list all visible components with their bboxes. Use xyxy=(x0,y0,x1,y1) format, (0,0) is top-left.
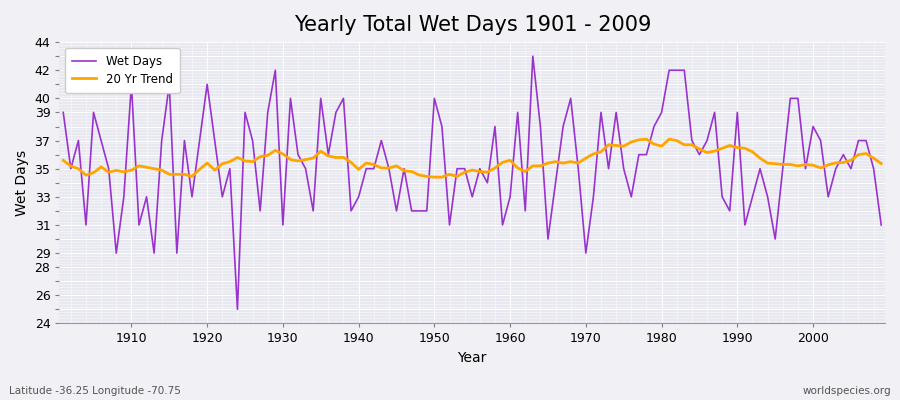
20 Yr Trend xyxy=(603,142,614,147)
Wet Days xyxy=(611,110,622,115)
Wet Days xyxy=(119,194,130,199)
Title: Yearly Total Wet Days 1901 - 2009: Yearly Total Wet Days 1901 - 2009 xyxy=(293,15,651,35)
20 Yr Trend xyxy=(58,158,68,163)
Line: 20 Yr Trend: 20 Yr Trend xyxy=(63,139,881,177)
Wet Days xyxy=(505,194,516,199)
Wet Days xyxy=(232,307,243,312)
Line: Wet Days: Wet Days xyxy=(63,56,881,309)
Legend: Wet Days, 20 Yr Trend: Wet Days, 20 Yr Trend xyxy=(66,48,180,93)
20 Yr Trend xyxy=(876,161,886,166)
20 Yr Trend xyxy=(641,137,652,142)
20 Yr Trend xyxy=(512,166,523,170)
Wet Days xyxy=(292,152,303,157)
Y-axis label: Wet Days: Wet Days xyxy=(15,150,29,216)
Wet Days xyxy=(338,96,349,101)
Wet Days xyxy=(527,54,538,58)
20 Yr Trend xyxy=(429,175,440,180)
20 Yr Trend xyxy=(285,157,296,162)
20 Yr Trend xyxy=(119,170,130,174)
X-axis label: Year: Year xyxy=(457,351,487,365)
Wet Days xyxy=(58,110,68,115)
Wet Days xyxy=(512,110,523,115)
Wet Days xyxy=(876,222,886,227)
Text: worldspecies.org: worldspecies.org xyxy=(803,386,891,396)
Text: Latitude -36.25 Longitude -70.75: Latitude -36.25 Longitude -70.75 xyxy=(9,386,181,396)
20 Yr Trend xyxy=(330,155,341,160)
20 Yr Trend xyxy=(505,158,516,163)
